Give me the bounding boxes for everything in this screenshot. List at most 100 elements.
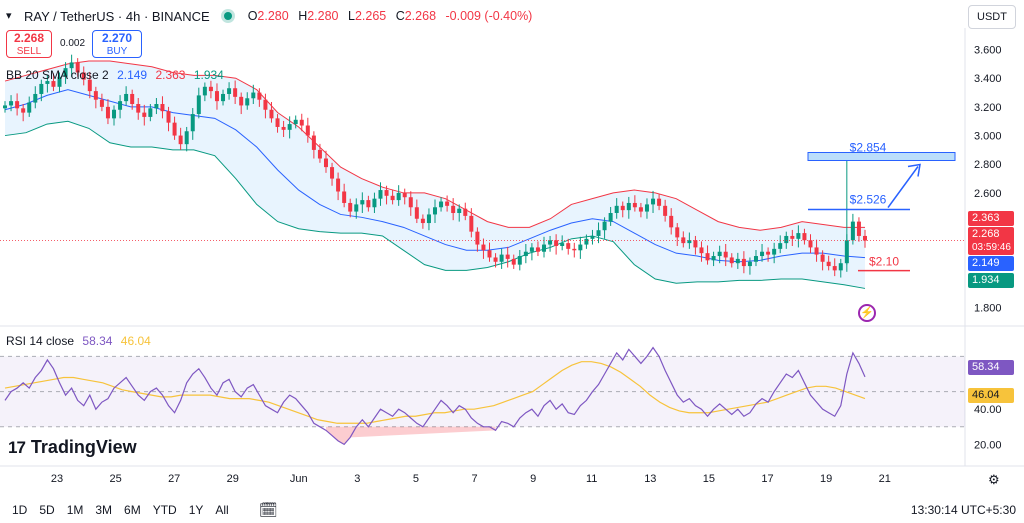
upper-band-price-label: 2.363 (968, 211, 1014, 226)
lower-band-price-label: 1.934 (968, 273, 1014, 288)
clock[interactable]: 13:30:14 UTC+5:30 (910, 503, 1016, 517)
candle (663, 205, 668, 216)
rsi-legend-ma: 46.04 (120, 334, 151, 348)
candle (360, 200, 365, 205)
candle-countdown: 03:59:46 (972, 242, 1011, 253)
last-price: 2.268 (972, 228, 1000, 240)
bb-lower-line (4, 120, 866, 289)
candle (729, 257, 734, 264)
symbol-header: RAY / TetherUS · 4h · BINANCE O2.280 H2.… (0, 6, 532, 26)
candle (208, 86, 213, 92)
candle (566, 243, 571, 249)
candle (487, 250, 492, 258)
timeframe-1m[interactable]: 1M (66, 502, 84, 517)
symbol-title[interactable]: RAY / TetherUS · 4h · BINANCE (24, 8, 210, 24)
timeframe-all[interactable]: All (215, 502, 229, 517)
timeframe-5d[interactable]: 5D (39, 502, 55, 517)
candle (124, 93, 129, 102)
bb-fill (5, 60, 865, 289)
candle (342, 191, 347, 203)
calendar-icon[interactable]: 🗓 (258, 501, 278, 519)
y-tick-label: 3.000 (974, 131, 1002, 143)
candle (311, 135, 316, 150)
sell-button[interactable]: 2.268 SELL (6, 30, 52, 58)
candle (644, 204, 649, 212)
candle (499, 254, 504, 262)
timeframe-ytd[interactable]: YTD (152, 502, 177, 517)
target-arrow-head (907, 163, 921, 177)
candle (584, 238, 589, 245)
candle (190, 114, 195, 132)
rsi-oversold-fill (325, 426, 496, 445)
candle (366, 200, 371, 208)
collapse-icon[interactable]: ▾ (6, 10, 12, 22)
currency-button[interactable]: USDT (968, 5, 1016, 29)
candle (118, 101, 123, 110)
x-tick-label: 21 (879, 473, 891, 485)
x-tick-label: 7 (471, 473, 477, 485)
bb-legend-name: BB 20 SMA close 2 (6, 68, 109, 82)
candle (178, 135, 183, 145)
candle (560, 243, 565, 246)
candle (814, 247, 819, 255)
candle (856, 221, 861, 236)
candle (154, 104, 159, 109)
candle (475, 231, 480, 245)
timeframe-3m[interactable]: 3M (95, 502, 113, 517)
candle (523, 251, 528, 257)
timeframe-6m[interactable]: 6M (124, 502, 141, 517)
candle (184, 131, 189, 145)
candle (687, 240, 692, 244)
candle (354, 204, 359, 212)
candle (87, 79, 92, 92)
candle (517, 256, 522, 265)
y-tick-label: 3.200 (974, 102, 1002, 114)
candle (402, 192, 407, 198)
candle (681, 237, 686, 244)
market-status-icon (223, 12, 232, 20)
buy-label: BUY (106, 46, 128, 57)
alert-icon[interactable]: ⚡ (858, 304, 876, 322)
logo-text: TradingView (30, 437, 137, 457)
candle (832, 266, 837, 271)
candle (778, 243, 783, 249)
rsi-legend[interactable]: RSI 14 close 58.34 46.04 (6, 334, 151, 348)
basis-price-label: 2.149 (968, 256, 1014, 271)
candle (802, 233, 807, 241)
buy-button[interactable]: 2.270 BUY (92, 30, 142, 58)
candle (699, 247, 704, 254)
candle (299, 119, 304, 126)
candle (463, 208, 468, 216)
timeframe-1y[interactable]: 1Y (188, 502, 204, 517)
candle (408, 197, 413, 208)
candle (390, 195, 395, 201)
settings-icon[interactable]: ⚙ (988, 472, 1000, 487)
rsi-tick-label: 20.00 (974, 439, 1002, 451)
candle (620, 205, 625, 211)
candle (9, 101, 14, 106)
candle (790, 235, 795, 239)
candle (451, 205, 456, 214)
candle (717, 251, 722, 257)
candle (166, 111, 171, 123)
candle (257, 92, 262, 100)
sell-label: SELL (16, 46, 42, 57)
candle (723, 251, 728, 258)
ohlc-readout: O2.280 H2.280 L2.265 C2.268 -0.009 (-0.4… (247, 9, 533, 23)
timeframe-1d[interactable]: 1D (12, 502, 28, 517)
candle (741, 258, 746, 267)
spread-value: 0.002 (60, 38, 86, 49)
candle (493, 257, 498, 262)
candle (142, 112, 147, 117)
candle (608, 213, 613, 222)
bb-legend[interactable]: BB 20 SMA close 2 2.149 2.363 1.934 (6, 68, 224, 82)
candle (396, 192, 401, 201)
close-value: 2.268 (404, 9, 437, 23)
tradingview-logo: 17 TradingView (8, 437, 137, 458)
candle (245, 98, 250, 106)
candle (753, 256, 758, 262)
annotation-target-mid: $2.526 (850, 193, 887, 207)
x-tick-label: 25 (109, 473, 121, 485)
x-tick-label: 3 (354, 473, 360, 485)
